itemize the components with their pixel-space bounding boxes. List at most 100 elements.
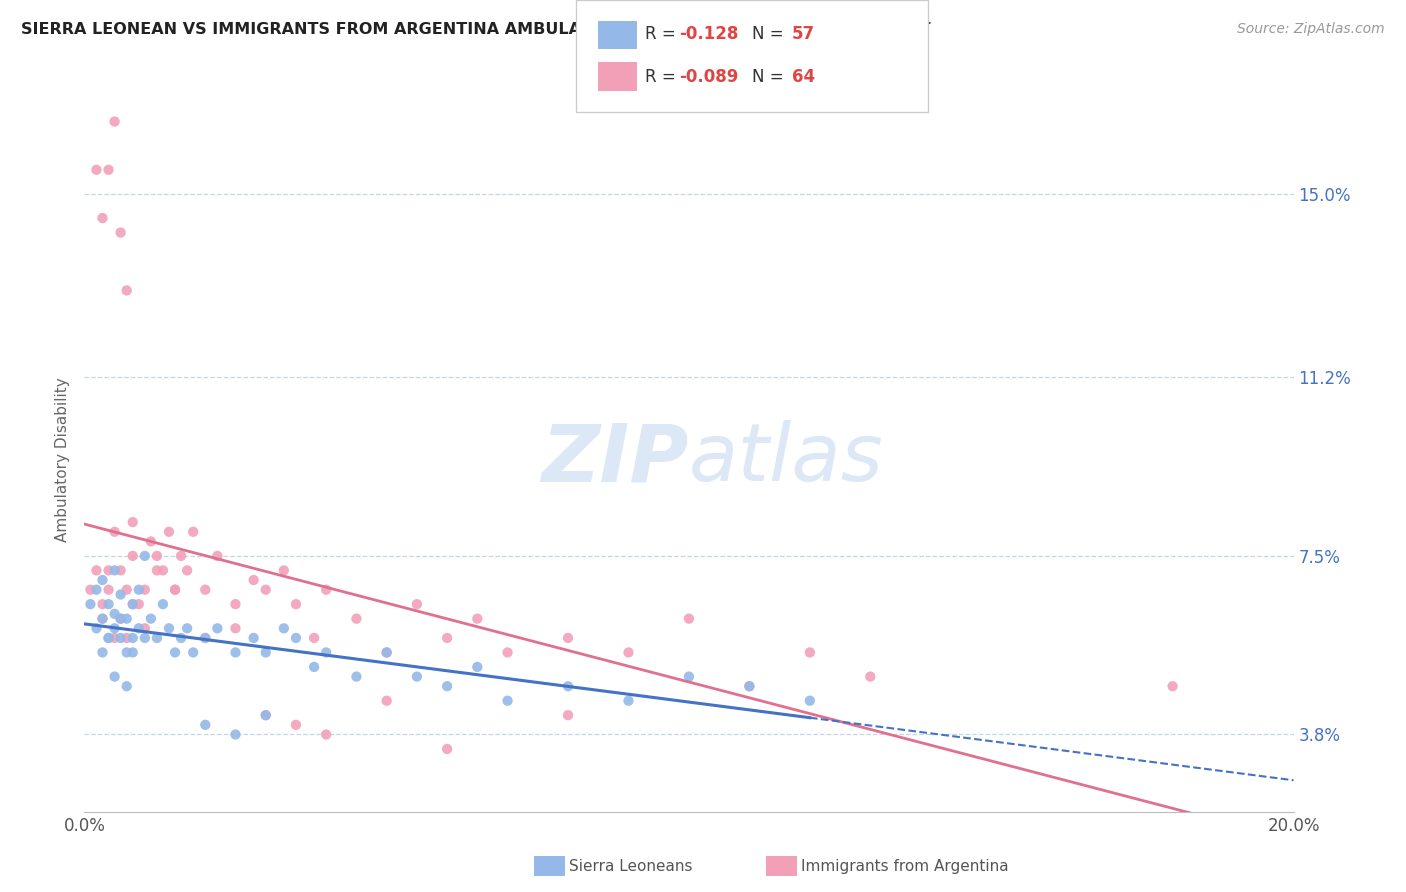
Point [617,694,640,708]
Point [315,645,337,659]
Point [139,534,162,549]
Point [146,631,169,645]
Point [254,582,277,597]
Text: 57: 57 [792,25,814,43]
Point [254,645,277,659]
Point [86,621,108,635]
Point [285,718,308,732]
Point [134,621,156,635]
Point [115,631,138,645]
Point [104,631,127,645]
Point [115,582,138,597]
Point [97,162,120,177]
Text: -0.089: -0.089 [679,68,738,86]
Point [110,631,132,645]
Point [181,645,204,659]
Point [375,645,398,659]
Point [170,549,193,563]
Point [110,226,132,240]
Point [157,524,180,539]
Point [302,631,325,645]
Point [738,679,761,693]
Point [97,563,120,577]
Point [115,284,138,298]
Point [128,597,150,611]
Point [152,563,174,577]
Point [165,582,187,597]
Point [242,573,264,587]
Point [176,621,198,635]
Point [86,162,108,177]
Text: ZIP: ZIP [541,420,689,499]
Point [194,631,217,645]
Point [315,727,337,741]
Point [207,621,229,635]
Point [91,612,114,626]
Point [194,718,217,732]
Point [91,597,114,611]
Point [346,669,368,683]
Point [97,631,120,645]
Point [165,645,187,659]
Point [121,515,143,529]
Point [110,588,132,602]
Point [406,597,429,611]
Point [225,727,247,741]
Point [557,631,579,645]
Text: Sierra Leoneans: Sierra Leoneans [569,859,693,873]
Point [1161,679,1184,693]
Point [859,669,882,683]
Point [254,708,277,723]
Point [799,645,821,659]
Point [97,597,120,611]
Point [181,524,204,539]
Point [496,645,519,659]
Point [134,631,156,645]
Point [104,114,127,128]
Point [121,631,143,645]
Point [110,612,132,626]
Point [97,582,120,597]
Point [285,631,308,645]
Point [273,621,295,635]
Point [139,612,162,626]
Point [225,621,247,635]
Point [242,631,264,645]
Point [273,563,295,577]
Point [97,631,120,645]
Point [134,582,156,597]
Point [104,563,127,577]
Point [225,645,247,659]
Text: 64: 64 [792,68,814,86]
Text: R =: R = [645,68,682,86]
Point [121,597,143,611]
Point [146,549,169,563]
Text: N =: N = [752,25,789,43]
Point [115,645,138,659]
Point [121,549,143,563]
Point [436,631,458,645]
Point [194,631,217,645]
Point [375,694,398,708]
Point [86,563,108,577]
Text: Immigrants from Argentina: Immigrants from Argentina [801,859,1010,873]
Text: N =: N = [752,68,789,86]
Point [225,597,247,611]
Point [104,607,127,621]
Y-axis label: Ambulatory Disability: Ambulatory Disability [55,377,70,541]
Point [678,669,700,683]
Point [128,621,150,635]
Point [134,549,156,563]
Point [79,597,101,611]
Point [678,612,700,626]
Text: atlas: atlas [689,420,884,499]
Point [86,582,108,597]
Point [110,563,132,577]
Point [104,524,127,539]
Point [176,563,198,577]
Point [436,742,458,756]
Point [254,708,277,723]
Point [315,582,337,597]
Point [110,612,132,626]
Point [121,645,143,659]
